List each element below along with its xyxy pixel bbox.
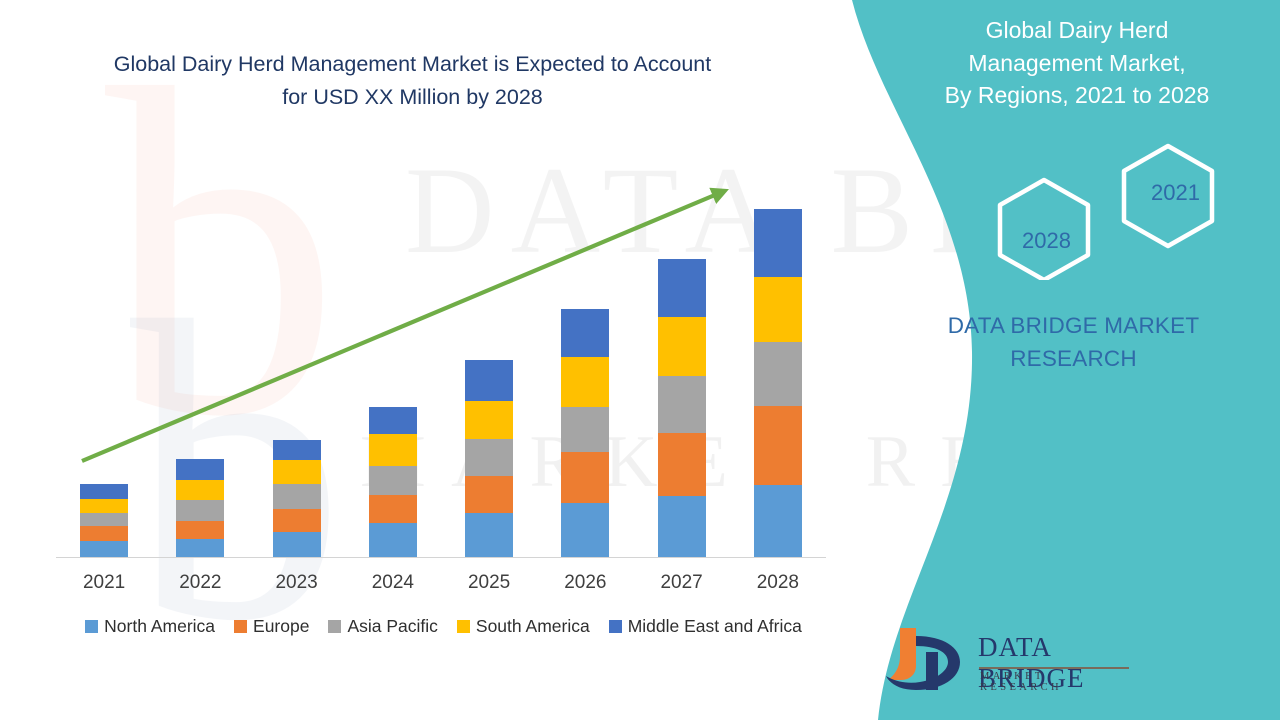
hexagon-2021-outline [1121,143,1215,249]
x-axis-label-2027: 2027 [660,572,703,593]
teal-panel-shape [852,0,1280,720]
x-axis-label-2024: 2024 [371,572,415,593]
legend-swatch-icon [85,620,99,633]
bar-segment-south-america [176,479,225,501]
bar-segment-middle-east-and-africa [176,459,225,480]
legend-item-asia-pacific[interactable]: Asia Pacific [328,616,438,637]
legend-swatch-icon [456,620,470,633]
bar-segment-south-america [465,401,514,439]
company-logo: DATA BRIDGE MARKET RESEARCH [882,622,1132,706]
bar-2022 [176,459,225,557]
bar-segment-asia-pacific [657,376,706,433]
logo-mark-icon [886,628,960,690]
bar-segment-middle-east-and-africa [80,484,129,500]
bar-segment-europe [561,451,610,503]
bar-segment-middle-east-and-africa [657,258,706,318]
bar-segment-middle-east-and-africa [465,360,514,402]
legend-swatch-icon [608,620,622,633]
bar-2028 [753,209,802,557]
brand-name: DATA BRIDGE MARKET RESEARCH [876,310,1271,375]
hexagon-2028-label: 2028 [1022,228,1071,253]
brand-name-line-1: DATA BRIDGE MARKET [947,313,1200,338]
logo-divider [979,667,1129,669]
panel-title-line-2: Management Market, [968,49,1186,76]
bar-segment-middle-east-and-africa [272,439,321,461]
bar-segment-asia-pacific [753,341,802,406]
hexagon-2021-label: 2021 [1151,180,1200,205]
bar-segment-asia-pacific [272,484,321,509]
bar-segment-asia-pacific [465,438,514,476]
bar-segment-north-america [465,513,514,557]
x-axis-label-2028: 2028 [756,572,800,593]
bar-segment-south-america [561,357,610,407]
legend-item-europe[interactable]: Europe [234,616,309,637]
bar-segment-europe [368,494,417,524]
panel-title-line-1: Global Dairy Herd [985,17,1169,43]
x-axis-line [56,557,826,558]
bar-2025 [465,360,514,557]
bar-segment-south-america [368,433,417,466]
chart-title-line-1: Global Dairy Herd Management Market is E… [113,52,712,76]
bar-segment-asia-pacific [80,513,129,527]
legend-label: North America [104,616,216,636]
x-axis-label-2026: 2026 [564,572,607,593]
teal-panel-content: Global Dairy Herd Management Market, By … [862,0,1280,720]
bar-segment-south-america [272,460,321,485]
legend-label: Europe [253,616,310,636]
bar-segment-europe [753,405,802,486]
bar-2023 [272,439,321,557]
hexagon-shapes [997,143,1215,283]
chart-legend: North America Europe Asia Pacific South Ame… [56,616,831,637]
bar-segment-asia-pacific [561,406,610,452]
hexagon-badges: 2021 2028 [972,140,1272,283]
bar-segment-north-america [80,541,129,557]
bar-2021 [80,484,129,557]
bar-segment-middle-east-and-africa [753,209,802,278]
bar-segment-asia-pacific [176,500,225,521]
legend-item-north-america[interactable]: North America [85,616,215,637]
brand-name-line-2: RESEARCH [1010,345,1137,371]
bar-2024 [368,406,417,557]
x-axis-labels: 2021 2022 2023 2024 2025 2026 2027 2028 [56,572,826,602]
bar-segment-south-america [657,317,706,377]
bar-segment-south-america [753,277,802,342]
bar-segment-north-america [657,496,706,557]
x-axis-label-2022: 2022 [179,572,222,593]
bar-segment-north-america [176,539,225,557]
panel-title-line-3: By Regions, 2021 to 2028 [944,82,1210,109]
bar-segment-europe [80,526,129,542]
legend-label: Asia Pacific [347,616,438,636]
bar-segment-europe [465,475,514,514]
legend-swatch-icon [234,620,248,633]
x-axis-label-2021: 2021 [82,572,126,593]
bar-segment-europe [176,520,225,540]
bar-segment-north-america [561,502,610,557]
bar-segment-middle-east-and-africa [561,308,610,358]
chart-title-line-2: for USD XX Million by 2028 [282,85,543,110]
bar-2027 [657,258,706,557]
legend-swatch-icon [328,620,342,633]
bar-segment-north-america [753,485,802,557]
bar-segment-asia-pacific [368,465,417,495]
x-axis-label-2025: 2025 [467,572,511,593]
panel-title: Global Dairy Herd Management Market, By … [882,14,1272,112]
x-axis-label-2023: 2023 [275,572,318,593]
bar-segment-europe [657,432,706,497]
bar-segment-europe [272,508,321,532]
bar-segment-south-america [80,499,129,514]
chart-title: Global Dairy Herd Management Market is E… [40,48,785,115]
bar-segment-north-america [272,531,321,557]
chart-plot-area [56,150,826,560]
bar-segment-middle-east-and-africa [368,406,417,434]
logo-subtitle: MARKET RESEARCH [980,671,1063,693]
bar-2026 [561,308,610,557]
legend-label: Middle East and Africa [627,616,802,636]
legend-label: South America [475,616,590,636]
legend-item-middle-east-and-africa[interactable]: Middle East and Africa [608,616,802,637]
bar-segment-north-america [368,523,417,557]
legend-item-south-america[interactable]: South America [456,616,590,637]
